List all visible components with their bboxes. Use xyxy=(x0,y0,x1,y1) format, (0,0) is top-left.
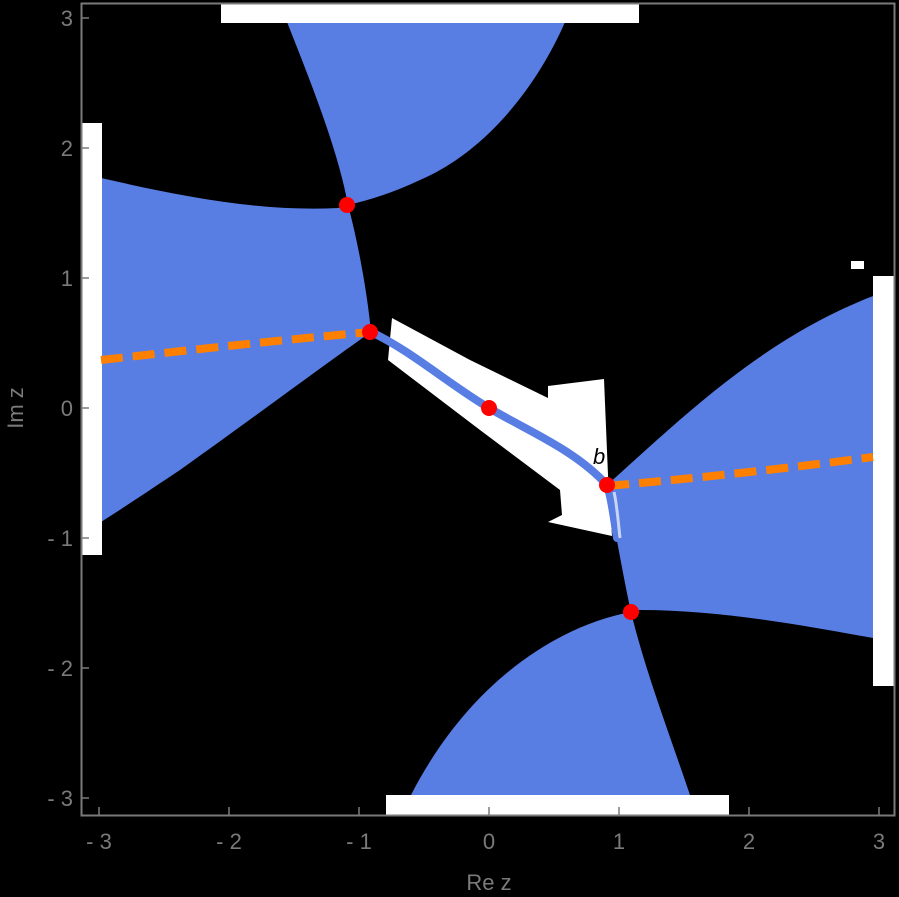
x-tick-label: - 3 xyxy=(86,829,112,854)
x-axis-label: Re z xyxy=(466,870,511,895)
mask-left xyxy=(82,123,102,555)
x-tick-label: 0 xyxy=(483,829,495,854)
mask-small-right xyxy=(851,261,864,269)
point-saddle-lower-right xyxy=(623,604,639,620)
y-tick-label: 2 xyxy=(61,136,73,161)
region-bottom-wedge xyxy=(411,612,690,795)
y-tick-label: 3 xyxy=(61,6,73,31)
y-axis-ticks xyxy=(81,17,89,799)
blue-regions xyxy=(101,22,873,795)
mask-top xyxy=(221,4,639,23)
solid-contour-highlight xyxy=(612,491,622,539)
critical-points xyxy=(339,197,639,620)
y-tick-label: 0 xyxy=(61,396,73,421)
y-tick-label: 1 xyxy=(61,266,73,291)
dashed-contour-left xyxy=(100,328,372,364)
dashed-contour-right xyxy=(606,453,874,490)
y-tick-label: - 3 xyxy=(47,786,73,811)
mask-bottom xyxy=(386,795,729,816)
x-axis-ticks xyxy=(98,807,880,815)
annotation-b: b xyxy=(593,444,605,469)
x-tick-label: 3 xyxy=(873,829,885,854)
point-origin xyxy=(481,400,497,416)
x-tick-label: 1 xyxy=(613,829,625,854)
plot-frame xyxy=(80,2,896,817)
region-right-wedge xyxy=(607,296,873,638)
solid-contour xyxy=(367,328,621,542)
white-masks xyxy=(82,4,895,816)
mask-center xyxy=(388,318,612,536)
x-tick-label: - 1 xyxy=(346,829,372,854)
region-top-wedge xyxy=(287,22,565,205)
mask-right xyxy=(873,276,895,686)
y-tick-labels: 3 2 1 0 - 1 - 2 - 3 xyxy=(47,6,73,811)
y-axis-label: Im z xyxy=(3,387,28,429)
point-saddle-right xyxy=(599,477,615,493)
point-saddle-upper-left xyxy=(339,197,355,213)
x-tick-label: 2 xyxy=(743,829,755,854)
x-tick-label: - 2 xyxy=(216,829,242,854)
y-tick-label: - 2 xyxy=(47,656,73,681)
region-left-wedge xyxy=(101,178,371,522)
x-tick-labels: - 3 - 2 - 1 0 1 2 3 xyxy=(86,829,885,854)
point-saddle-left xyxy=(362,324,378,340)
y-tick-label: - 1 xyxy=(47,526,73,551)
